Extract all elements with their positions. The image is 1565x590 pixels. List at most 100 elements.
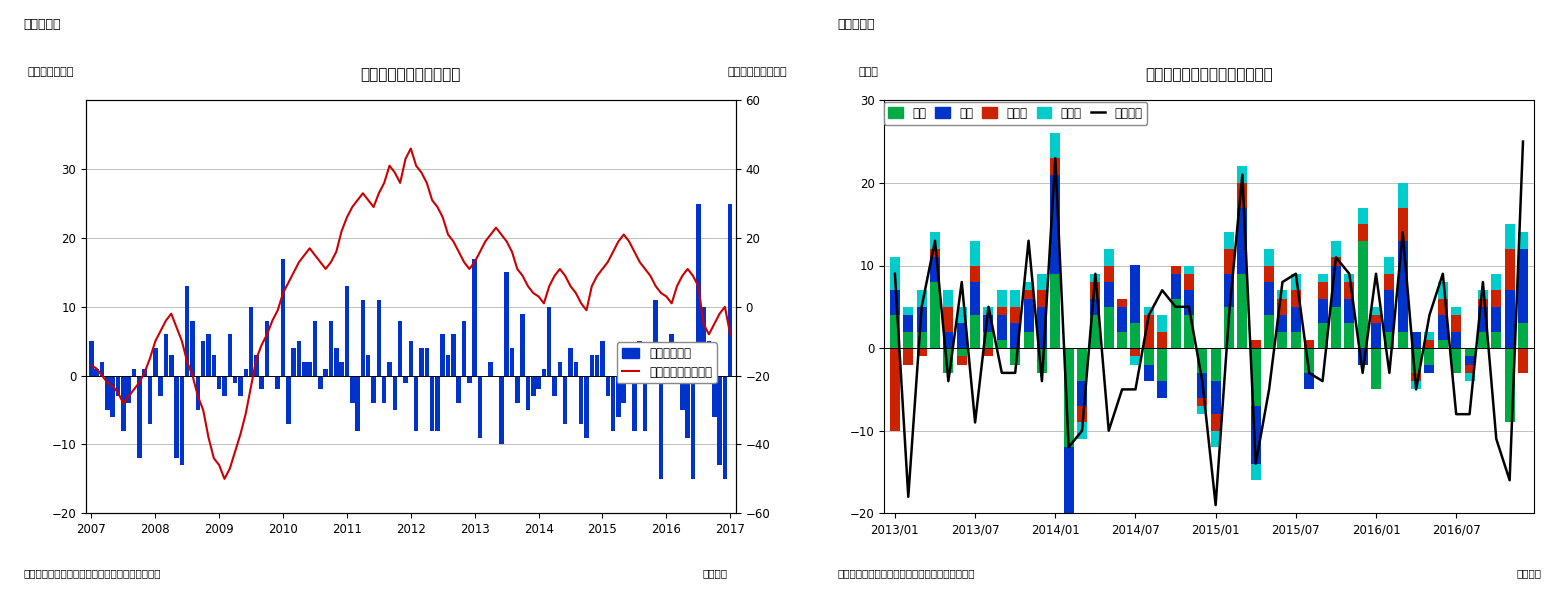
Bar: [890, 290, 900, 315]
Bar: [1424, 340, 1435, 348]
Bar: [1064, 348, 1074, 447]
Bar: [473, 258, 477, 376]
Bar: [531, 376, 535, 396]
Bar: [1009, 290, 1020, 307]
Bar: [546, 307, 551, 376]
Bar: [1398, 208, 1408, 241]
Bar: [584, 376, 588, 438]
Bar: [595, 355, 599, 376]
Bar: [970, 282, 980, 315]
Bar: [983, 307, 994, 315]
Bar: [147, 376, 152, 424]
Bar: [1091, 274, 1100, 282]
Bar: [1024, 290, 1033, 299]
Legend: 西部, 南部, 北東部, 中西部, 住宅着工: 西部, 南部, 北東部, 中西部, 住宅着工: [884, 102, 1147, 124]
Bar: [1009, 323, 1020, 348]
Bar: [1238, 208, 1247, 274]
Bar: [956, 356, 967, 365]
Bar: [100, 362, 105, 376]
Bar: [1291, 307, 1301, 332]
Bar: [728, 204, 732, 376]
Bar: [1265, 315, 1274, 348]
Bar: [318, 376, 322, 389]
Bar: [1130, 356, 1141, 365]
Bar: [1477, 307, 1488, 332]
Bar: [1412, 348, 1421, 373]
Bar: [685, 376, 690, 438]
Bar: [264, 320, 269, 376]
Bar: [696, 204, 701, 376]
Bar: [1424, 348, 1435, 365]
Bar: [1130, 266, 1141, 323]
Bar: [435, 376, 440, 431]
Bar: [1171, 274, 1180, 299]
Bar: [574, 362, 577, 376]
Bar: [254, 355, 258, 376]
Bar: [675, 362, 679, 376]
Bar: [1371, 348, 1380, 389]
Bar: [1224, 307, 1235, 348]
Bar: [1077, 406, 1088, 422]
Bar: [446, 355, 451, 376]
Bar: [983, 315, 994, 332]
Bar: [917, 290, 926, 307]
Bar: [1009, 307, 1020, 323]
Bar: [249, 307, 254, 376]
Bar: [1491, 332, 1501, 348]
Bar: [366, 355, 371, 376]
Bar: [1344, 323, 1354, 348]
Bar: [1171, 299, 1180, 348]
Bar: [233, 376, 238, 382]
Bar: [1157, 348, 1167, 381]
Bar: [717, 376, 721, 465]
Bar: [89, 341, 94, 376]
Legend: 季調済前月比, 前年同月比（右軸）: 季調済前月比, 前年同月比（右軸）: [617, 342, 717, 384]
Bar: [944, 332, 953, 348]
Bar: [174, 376, 178, 458]
Bar: [1211, 431, 1221, 447]
Bar: [1491, 290, 1501, 307]
Bar: [1050, 133, 1061, 158]
Bar: [377, 300, 382, 376]
Bar: [462, 320, 466, 376]
Bar: [185, 286, 189, 376]
Bar: [196, 376, 200, 410]
Bar: [690, 376, 695, 479]
Bar: [142, 369, 147, 376]
Bar: [1518, 348, 1527, 373]
Bar: [116, 376, 121, 396]
Bar: [1438, 282, 1448, 299]
Bar: [1091, 315, 1100, 348]
Bar: [1465, 348, 1474, 356]
Bar: [393, 376, 398, 410]
Bar: [280, 258, 285, 376]
Bar: [333, 348, 338, 376]
Bar: [324, 369, 329, 376]
Bar: [1291, 332, 1301, 348]
Bar: [382, 376, 387, 403]
Bar: [510, 348, 515, 376]
Bar: [351, 376, 355, 403]
Bar: [211, 355, 216, 376]
Text: （図表３）: （図表３）: [23, 18, 61, 31]
Bar: [340, 362, 344, 376]
Bar: [1385, 332, 1394, 348]
Bar: [1250, 340, 1261, 348]
Bar: [930, 249, 941, 257]
Bar: [1318, 323, 1327, 348]
Bar: [1224, 249, 1235, 274]
Bar: [466, 376, 471, 382]
Bar: [297, 341, 302, 376]
Bar: [520, 314, 524, 376]
Bar: [956, 348, 967, 356]
Bar: [218, 376, 221, 389]
Bar: [1330, 307, 1341, 348]
Bar: [1050, 175, 1061, 274]
Bar: [1224, 232, 1235, 249]
Bar: [200, 341, 205, 376]
Bar: [983, 348, 994, 356]
Bar: [424, 348, 429, 376]
Bar: [579, 376, 584, 424]
Bar: [1438, 315, 1448, 340]
Bar: [1144, 348, 1153, 365]
